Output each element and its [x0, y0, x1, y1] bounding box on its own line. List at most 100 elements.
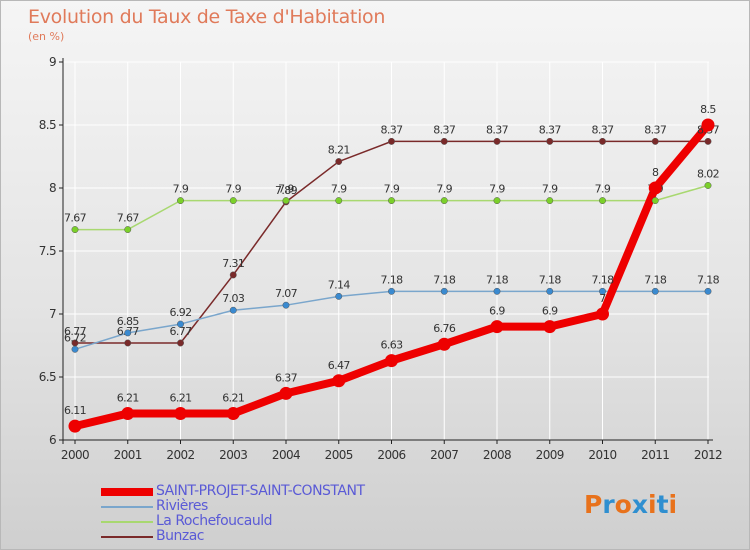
legend-label-la-rochefoucauld: La Rochefoucauld: [156, 513, 272, 529]
x-tick-label: 2001: [114, 448, 142, 462]
data-label: 7.9: [225, 183, 241, 196]
data-point: [121, 407, 135, 421]
x-tick-label: 2006: [377, 448, 405, 462]
data-label: 8.37: [644, 123, 667, 136]
y-tick-label: 9: [49, 55, 56, 69]
y-tick-label: 7: [49, 307, 56, 321]
data-point: [124, 329, 132, 337]
data-point: [493, 197, 501, 205]
legend-label-bunzac: Bunzac: [156, 528, 204, 544]
data-point: [546, 197, 554, 205]
data-point: [493, 287, 501, 295]
x-tick-label: 2007: [430, 448, 458, 462]
proxiti-logo: Proxiti: [584, 490, 677, 519]
x-tick-label: 2002: [166, 448, 194, 462]
data-label: 8.37: [380, 123, 403, 136]
data-label: 6.77: [169, 325, 192, 338]
data-point: [493, 137, 501, 145]
data-label: 7.18: [433, 273, 456, 286]
data-point: [543, 320, 557, 334]
data-label: 6.77: [64, 325, 87, 338]
data-label: 6.92: [169, 306, 191, 319]
data-label: 8.37: [591, 123, 614, 136]
legend-swatch-saint-projet: [101, 488, 153, 496]
data-label: 6.9: [489, 305, 505, 318]
data-point: [71, 226, 79, 234]
data-point: [651, 197, 659, 205]
data-label: 7.18: [539, 273, 562, 286]
data-label: 7.9: [542, 183, 558, 196]
data-label: 7.9: [489, 183, 505, 196]
data-label: 7.9: [173, 183, 189, 196]
y-tick-label: 8: [49, 181, 56, 195]
logo-letter: o: [614, 490, 632, 519]
data-label: 7.9: [331, 183, 347, 196]
data-label: 6.85: [117, 315, 140, 328]
x-tick-label: 2005: [325, 448, 353, 462]
legend-label-rivieres: Rivières: [156, 498, 208, 514]
data-point: [648, 181, 662, 195]
data-point: [385, 354, 398, 368]
x-tick-label: 2012: [694, 448, 722, 462]
data-point: [546, 287, 554, 295]
data-point: [599, 137, 606, 145]
logo-letter: i: [648, 490, 657, 519]
data-label: 7.18: [591, 273, 614, 286]
data-label: 6.63: [380, 339, 403, 352]
data-point: [226, 407, 240, 421]
data-label: 8.02: [697, 167, 719, 180]
data-label: 7.67: [117, 212, 140, 225]
data-label: 6.76: [433, 322, 456, 335]
data-point: [177, 339, 184, 347]
data-point: [596, 307, 609, 321]
logo-letter: r: [602, 490, 615, 519]
x-tick-label: 2003: [219, 448, 247, 462]
y-tick-label: 6.5: [39, 370, 56, 384]
data-point: [437, 337, 451, 351]
data-point: [282, 197, 290, 205]
data-point: [177, 197, 184, 205]
data-label: 7.89: [275, 184, 298, 197]
data-label: 7.9: [595, 183, 611, 196]
data-point: [229, 197, 237, 205]
data-label: 7.03: [222, 292, 245, 305]
data-point: [229, 271, 237, 279]
x-tick-label: 2009: [536, 448, 564, 462]
data-point: [440, 197, 448, 205]
data-label: 6.21: [117, 392, 139, 405]
data-point: [335, 197, 343, 205]
data-label: 8.37: [539, 123, 562, 136]
data-point: [599, 197, 606, 205]
data-label: 8: [652, 166, 659, 179]
data-label: 7.07: [275, 287, 298, 300]
data-point: [124, 226, 132, 234]
data-label: 8.37: [433, 123, 456, 136]
legend-label-saint-projet: SAINT-PROJET-SAINT-CONSTANT: [156, 483, 365, 499]
data-label: 6.72: [64, 331, 86, 344]
legend-swatch-rivieres: [101, 506, 153, 508]
chart-title: Evolution du Taux de Taxe d'Habitation: [28, 6, 386, 28]
logo-letter: i: [668, 490, 678, 519]
data-label: 7.67: [64, 212, 87, 225]
data-label: 8.37: [486, 123, 509, 136]
data-label: 8.21: [328, 144, 350, 157]
data-label: 7.18: [380, 273, 403, 286]
data-label: 7.9: [278, 183, 294, 196]
x-tick-label: 2000: [61, 448, 89, 462]
data-point: [704, 182, 712, 189]
logo-letter: x: [631, 490, 648, 519]
data-label: 6.47: [328, 359, 351, 372]
data-point: [651, 287, 659, 295]
data-label: 7.18: [644, 273, 667, 286]
data-point: [599, 287, 606, 295]
data-label: 6.9: [542, 305, 558, 318]
data-label: 6.37: [275, 371, 298, 384]
data-point: [71, 345, 79, 353]
data-point: [279, 386, 293, 400]
data-label: 7.9: [384, 183, 400, 196]
data-point: [651, 137, 659, 145]
data-label: 8.5: [700, 103, 716, 116]
x-tick-label: 2010: [588, 448, 616, 462]
x-tick-label: 2011: [641, 448, 669, 462]
